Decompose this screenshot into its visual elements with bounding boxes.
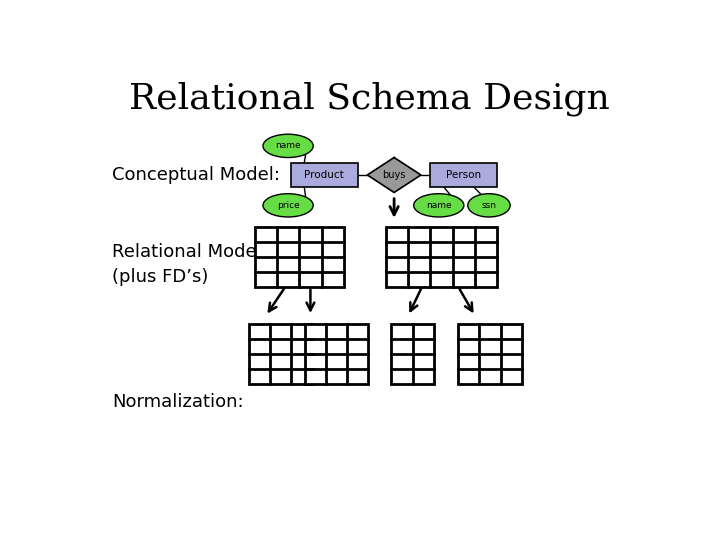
- Bar: [386, 227, 498, 287]
- Bar: [305, 324, 369, 384]
- Text: Product: Product: [305, 170, 344, 180]
- Text: Relational Model:
(plus FD’s): Relational Model: (plus FD’s): [112, 243, 268, 286]
- Bar: [255, 227, 344, 287]
- Bar: [459, 324, 522, 384]
- Text: name: name: [275, 141, 301, 150]
- Text: name: name: [426, 201, 451, 210]
- Bar: [392, 324, 433, 384]
- Text: Relational Schema Design: Relational Schema Design: [129, 82, 609, 116]
- Text: Person: Person: [446, 170, 482, 180]
- Ellipse shape: [413, 194, 464, 217]
- Bar: [431, 163, 498, 187]
- Ellipse shape: [263, 134, 313, 158]
- Bar: [291, 163, 358, 187]
- Bar: [249, 324, 312, 384]
- Ellipse shape: [263, 194, 313, 217]
- Polygon shape: [367, 158, 421, 192]
- Text: price: price: [276, 201, 300, 210]
- Text: Conceptual Model:: Conceptual Model:: [112, 166, 280, 184]
- Ellipse shape: [468, 194, 510, 217]
- Text: buys: buys: [382, 170, 406, 180]
- Text: ssn: ssn: [482, 201, 497, 210]
- Text: Normalization:: Normalization:: [112, 393, 244, 410]
